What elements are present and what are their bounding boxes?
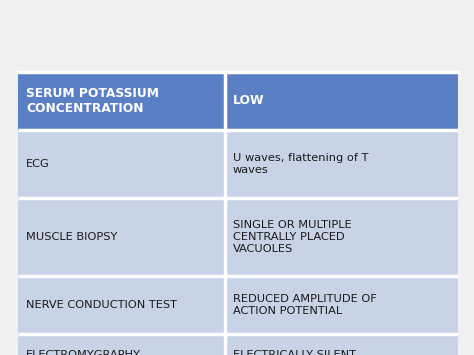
Text: REDUCED AMPLITUDE OF
ACTION POTENTIAL: REDUCED AMPLITUDE OF ACTION POTENTIAL (233, 294, 376, 316)
Text: LOW: LOW (233, 94, 264, 108)
Bar (18, 334, 225, 355)
Text: U waves, flattening of T
waves: U waves, flattening of T waves (233, 153, 368, 175)
Bar (18, 276, 225, 334)
Bar (225, 72, 458, 130)
Bar (18, 198, 225, 276)
Bar (18, 130, 225, 198)
Text: MUSCLE BIOPSY: MUSCLE BIOPSY (26, 232, 118, 242)
Text: ECG: ECG (26, 159, 50, 169)
Bar (225, 198, 458, 276)
Bar (18, 72, 225, 130)
Text: NERVE CONDUCTION TEST: NERVE CONDUCTION TEST (26, 300, 177, 310)
Text: ELECTRICALLY SILENT: ELECTRICALLY SILENT (233, 350, 356, 355)
Text: SINGLE OR MULTIPLE
CENTRALLY PLACED
VACUOLES: SINGLE OR MULTIPLE CENTRALLY PLACED VACU… (233, 220, 351, 254)
Bar (225, 276, 458, 334)
Text: ELECTROMYGRAPHY: ELECTROMYGRAPHY (26, 350, 141, 355)
Text: SERUM POTASSIUM
CONCENTRATION: SERUM POTASSIUM CONCENTRATION (26, 87, 159, 115)
Bar (225, 130, 458, 198)
Bar (225, 334, 458, 355)
